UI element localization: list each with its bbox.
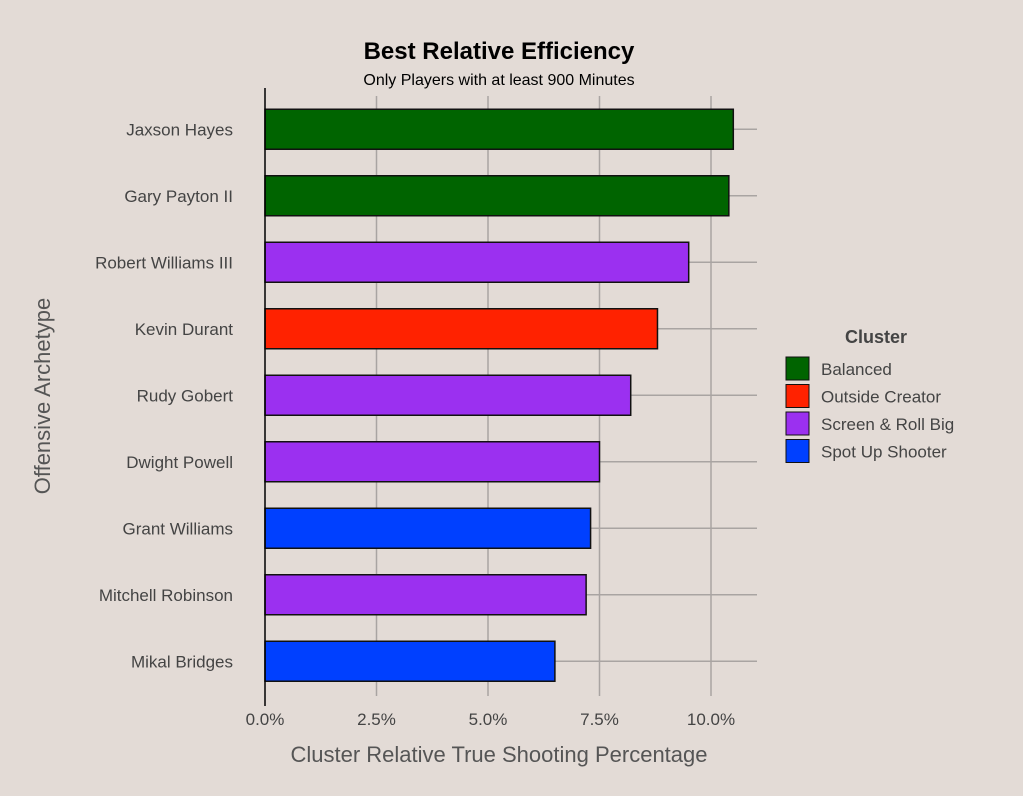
legend-label: Spot Up Shooter — [821, 443, 947, 462]
bar — [264, 175, 730, 217]
bar — [264, 640, 556, 682]
bar — [264, 507, 592, 549]
legend-label: Screen & Roll Big — [821, 415, 954, 434]
bar — [264, 574, 587, 616]
chart-title: Best Relative Efficiency — [364, 38, 635, 65]
legend-label: Balanced — [821, 360, 892, 379]
bar — [264, 308, 659, 350]
bar-layer — [264, 108, 735, 682]
label-layer: 0.0% 2.5% 5.0% 7.5% 10.0% Jaxson Hayes Gary Pa… — [95, 120, 735, 729]
y-tick-label: Mikal Bridges — [131, 652, 233, 671]
bar — [264, 108, 735, 150]
bar — [264, 441, 601, 483]
legend: Cluster Balanced Outside Creator Screen & … — [785, 327, 954, 463]
x-tick-label: 7.5% — [580, 710, 619, 729]
y-tick-label: Mitchell Robinson — [99, 586, 233, 605]
x-tick-label: 5.0% — [469, 710, 508, 729]
x-tick-label: 2.5% — [357, 710, 396, 729]
y-tick-label: Robert Williams III — [95, 253, 233, 272]
y-tick-label: Rudy Gobert — [137, 386, 234, 405]
legend-label: Outside Creator — [821, 388, 941, 407]
legend-swatch — [785, 356, 810, 381]
legend-title: Cluster — [845, 327, 907, 347]
y-tick-label: Jaxson Hayes — [126, 120, 233, 139]
y-tick-label: Dwight Powell — [126, 453, 233, 472]
legend-swatch — [785, 384, 810, 408]
chart-subtitle: Only Players with at least 900 Minutes — [363, 72, 634, 89]
y-tick-label: Kevin Durant — [135, 320, 234, 339]
legend-swatch — [785, 411, 810, 436]
bar — [264, 241, 690, 283]
bar — [264, 374, 632, 416]
x-tick-label: 10.0% — [687, 710, 735, 729]
legend-swatch — [785, 439, 810, 463]
y-axis-title: Offensive Archetype — [30, 298, 55, 495]
x-axis-title: Cluster Relative True Shooting Percentag… — [290, 742, 707, 767]
y-tick-label: Grant Williams — [122, 519, 233, 538]
x-tick-label: 0.0% — [246, 710, 285, 729]
y-tick-label: Gary Payton II — [124, 187, 233, 206]
